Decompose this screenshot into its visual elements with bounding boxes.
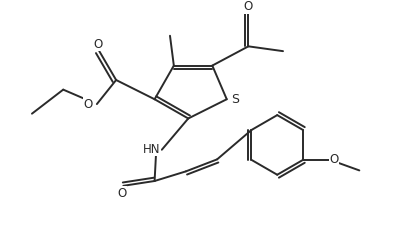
Text: O: O: [94, 38, 103, 51]
Text: O: O: [118, 187, 127, 200]
Text: O: O: [83, 98, 93, 110]
Text: S: S: [232, 93, 239, 106]
Text: HN: HN: [143, 143, 161, 156]
Text: O: O: [244, 0, 253, 14]
Text: O: O: [330, 153, 339, 166]
